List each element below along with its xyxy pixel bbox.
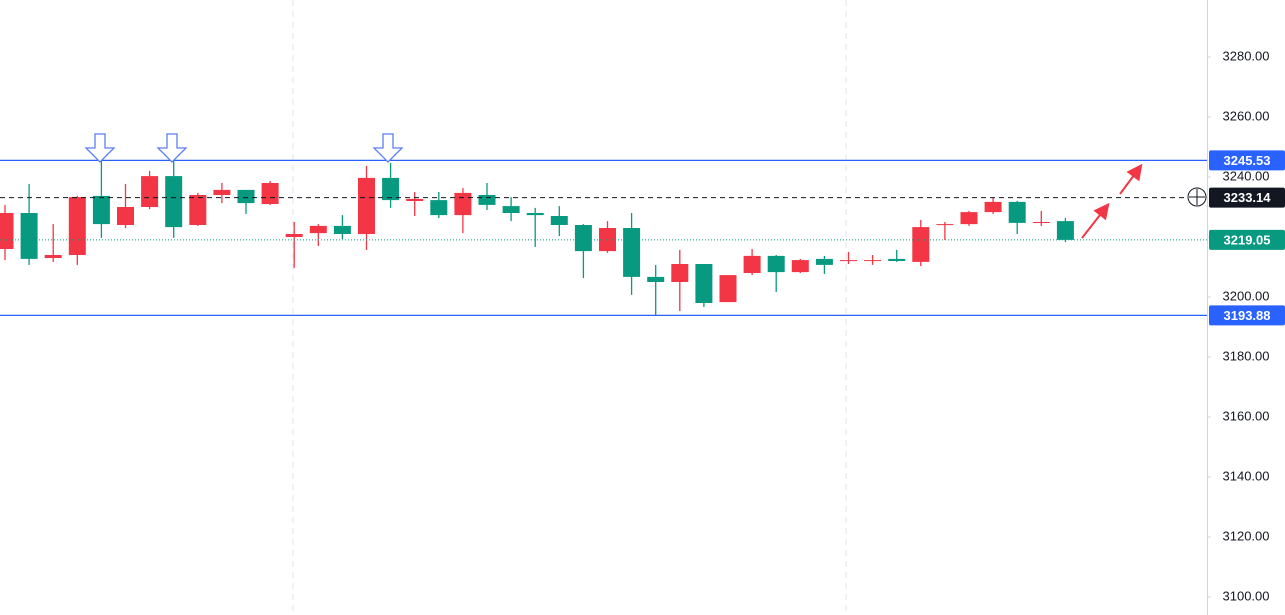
candle-body bbox=[1056, 221, 1074, 240]
y-tick-label: 3140.00 bbox=[1223, 468, 1270, 483]
candle-body bbox=[888, 258, 906, 261]
candle-body bbox=[333, 225, 351, 234]
candle-body bbox=[574, 225, 592, 252]
candle-body bbox=[309, 225, 327, 234]
candle-body bbox=[719, 275, 737, 303]
candle-body bbox=[454, 192, 472, 216]
candle-body bbox=[213, 189, 231, 195]
candle-body bbox=[20, 213, 38, 259]
candle-body bbox=[550, 216, 568, 225]
candle-body bbox=[406, 198, 424, 201]
candle-body bbox=[430, 200, 448, 216]
y-tick-label: 3280.00 bbox=[1223, 48, 1270, 63]
price-label: 3245.53 bbox=[1224, 153, 1271, 168]
candle-body bbox=[165, 176, 183, 228]
candle-body bbox=[840, 260, 857, 262]
down-arrow bbox=[84, 133, 116, 163]
candle-body bbox=[695, 264, 713, 303]
candle-body bbox=[1008, 201, 1026, 223]
price-label: 3193.88 bbox=[1224, 308, 1271, 323]
candle-body bbox=[382, 177, 400, 201]
candle-body bbox=[502, 206, 520, 213]
y-tick-label: 3260.00 bbox=[1223, 108, 1270, 123]
candle-body bbox=[599, 228, 616, 252]
candle-body bbox=[141, 176, 159, 207]
down-arrow bbox=[372, 133, 404, 163]
candle-body bbox=[1032, 222, 1050, 223]
candle-body bbox=[285, 234, 303, 237]
candle-body bbox=[68, 197, 86, 255]
candle-body bbox=[0, 213, 14, 249]
candle-body bbox=[743, 255, 761, 273]
candle-body bbox=[767, 255, 785, 273]
candle-body bbox=[984, 201, 1002, 213]
y-tick-label: 3120.00 bbox=[1223, 528, 1270, 543]
annotations bbox=[84, 133, 1207, 239]
candle-body bbox=[44, 255, 62, 258]
candle-body bbox=[647, 276, 665, 282]
candle-body bbox=[864, 260, 882, 262]
candle-body bbox=[117, 207, 134, 225]
crosshair-icon-lines bbox=[1189, 189, 1205, 205]
plot-area bbox=[0, 159, 1207, 316]
y-tick-label: 3200.00 bbox=[1223, 288, 1270, 303]
down-arrow bbox=[156, 133, 188, 163]
candle-body bbox=[358, 177, 375, 234]
candle-body bbox=[815, 258, 833, 265]
candle-body bbox=[791, 260, 809, 273]
up-arrow bbox=[1081, 202, 1110, 239]
candle-body bbox=[912, 227, 930, 262]
candle-body bbox=[92, 195, 110, 225]
candle-body bbox=[623, 228, 641, 277]
candle-body bbox=[960, 212, 978, 225]
price-label: 3233.14 bbox=[1224, 190, 1272, 205]
price-label: 3219.05 bbox=[1224, 232, 1271, 247]
y-tick-label: 3240.00 bbox=[1223, 168, 1270, 183]
price-label-box bbox=[1209, 150, 1285, 171]
candle-body bbox=[671, 264, 689, 282]
candle-body bbox=[261, 183, 279, 204]
candle-body bbox=[478, 195, 496, 205]
candle-body bbox=[936, 224, 954, 226]
price-label-box bbox=[1209, 229, 1285, 250]
y-tick-label: 3100.00 bbox=[1223, 588, 1270, 603]
y-tick-label: 3180.00 bbox=[1223, 348, 1270, 363]
y-tick-label: 3160.00 bbox=[1223, 408, 1270, 423]
up-arrow bbox=[1119, 163, 1143, 195]
candle-body bbox=[189, 195, 207, 225]
price-label-box bbox=[1209, 187, 1285, 208]
candle-body bbox=[237, 189, 255, 204]
price-label-box bbox=[1209, 305, 1285, 326]
candle-body bbox=[526, 213, 544, 216]
